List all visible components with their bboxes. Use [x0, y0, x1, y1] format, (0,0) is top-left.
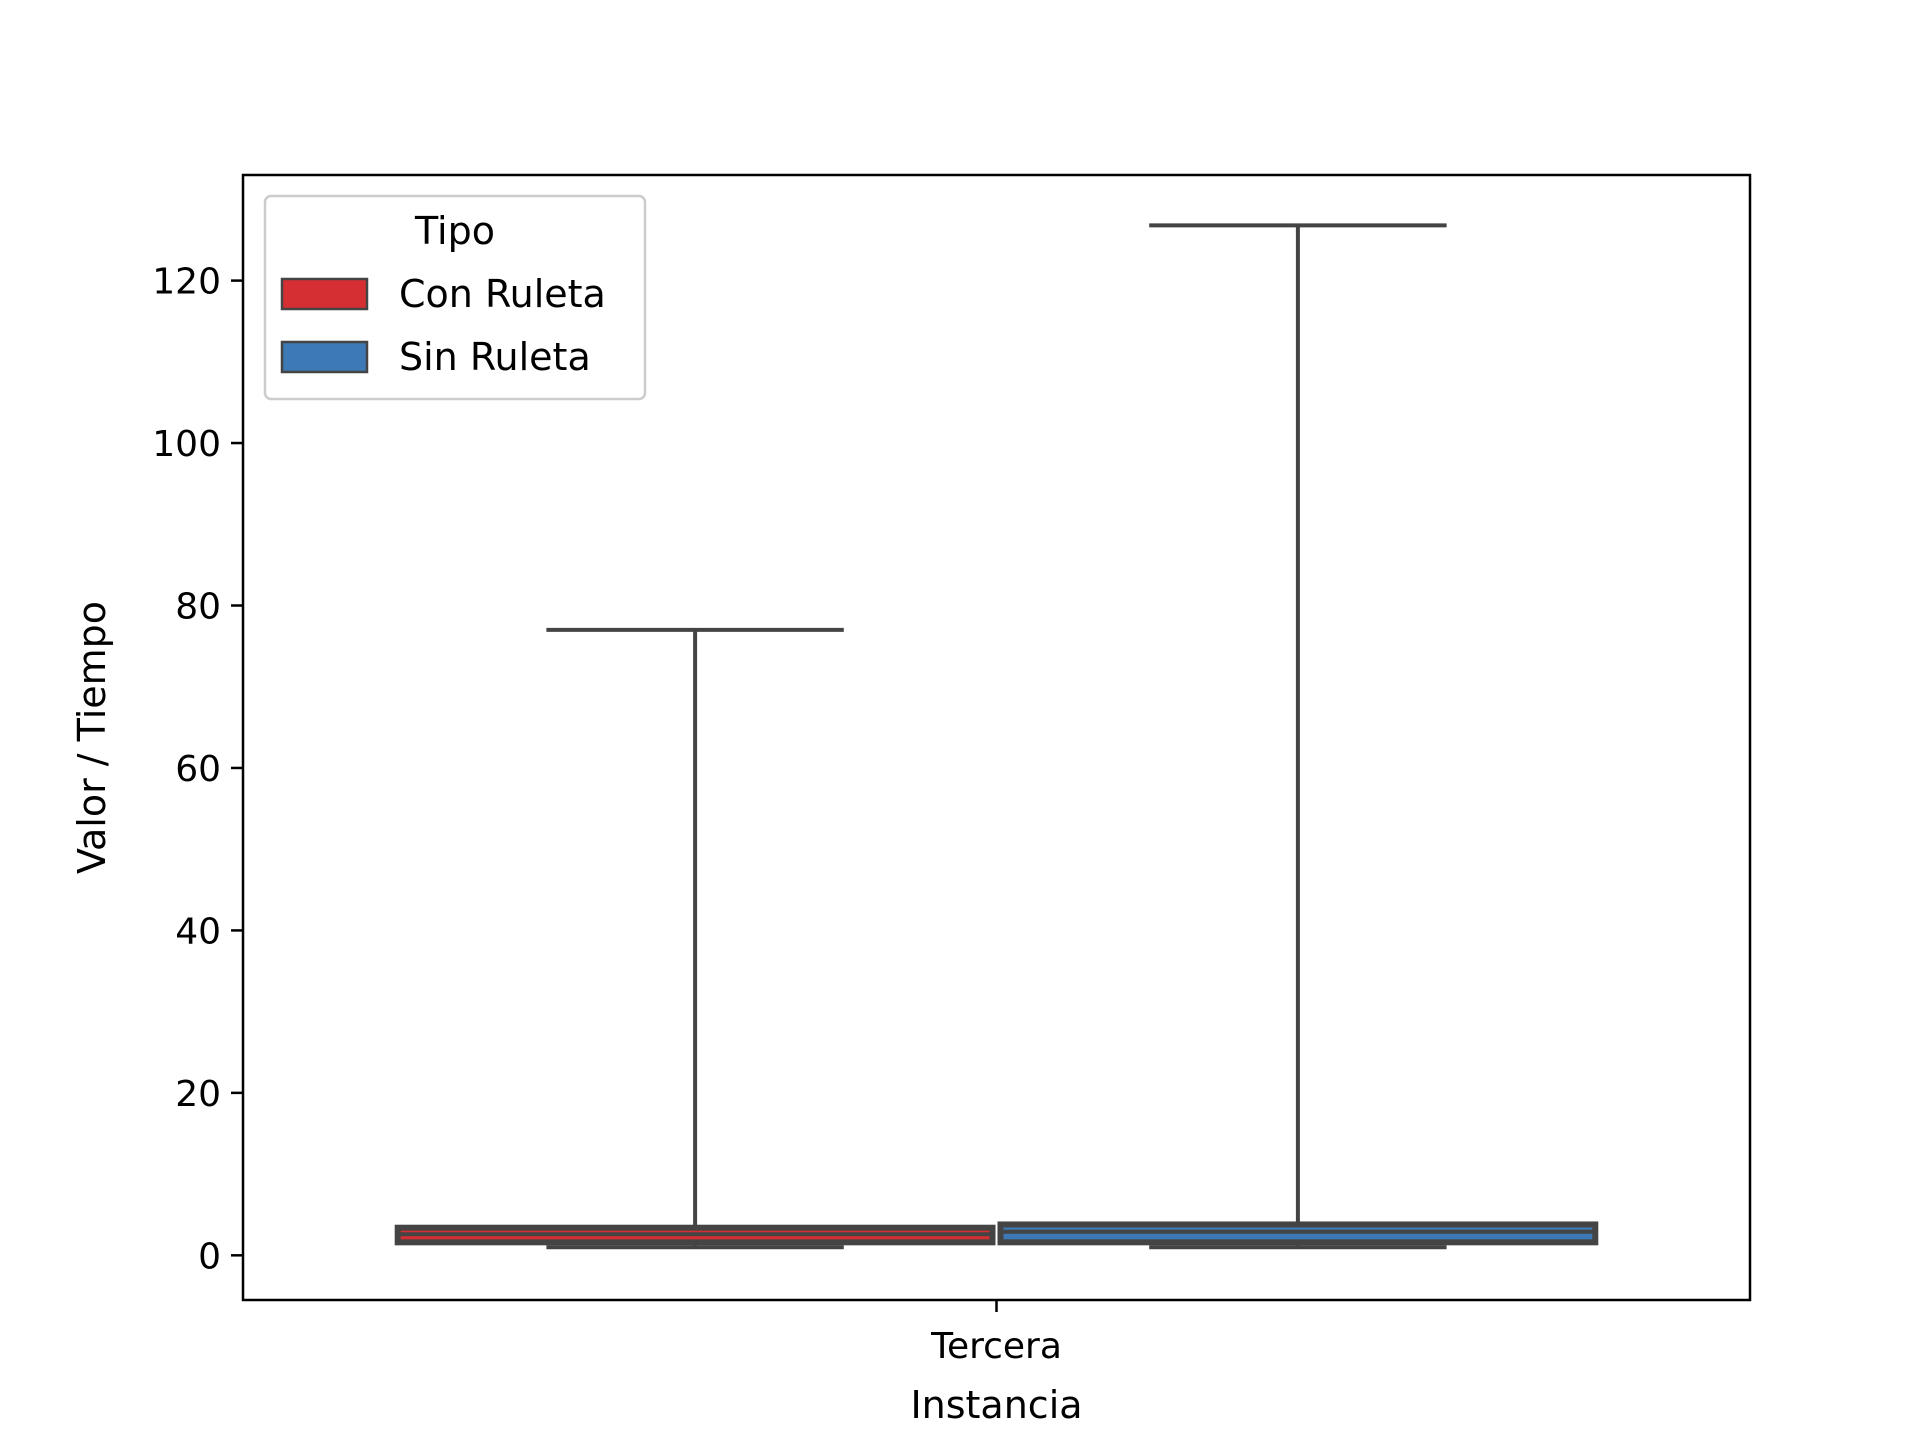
y-tick-label-100: 100 — [152, 424, 221, 465]
legend-items: Con Ruleta Sin Ruleta — [280, 272, 606, 379]
legend-label-1: Sin Ruleta — [399, 335, 591, 379]
legend-title: Tipo — [414, 209, 495, 253]
box-sin-ruleta — [997, 223, 1599, 1250]
y-tick-label-60: 60 — [175, 749, 221, 790]
legend-swatch-0 — [280, 277, 369, 311]
legend-item-1: Sin Ruleta — [280, 335, 591, 379]
y-tick-label-120: 120 — [152, 262, 221, 303]
y-tick-label-80: 80 — [175, 587, 221, 628]
x-tick-label-0: Tercera — [930, 1326, 1062, 1367]
y-axis: 0 20 40 60 80 100 120 — [152, 262, 243, 1277]
axes-frame — [241, 173, 1752, 1302]
legend-swatch-1 — [280, 340, 369, 374]
y-tick-label-0: 0 — [198, 1236, 221, 1277]
x-axis: Tercera — [930, 1300, 1062, 1367]
y-axis-label: Valor / Tiempo — [70, 601, 114, 874]
box-con-ruleta — [394, 627, 996, 1250]
plot-area — [394, 223, 1599, 1250]
y-tick-label-20: 20 — [175, 1074, 221, 1115]
legend: Tipo Con Ruleta Sin Ruleta — [263, 194, 647, 401]
x-axis-label: Instancia — [910, 1383, 1082, 1427]
legend-item-0: Con Ruleta — [280, 272, 606, 316]
y-tick-label-40: 40 — [175, 911, 221, 952]
legend-label-0: Con Ruleta — [399, 272, 606, 316]
